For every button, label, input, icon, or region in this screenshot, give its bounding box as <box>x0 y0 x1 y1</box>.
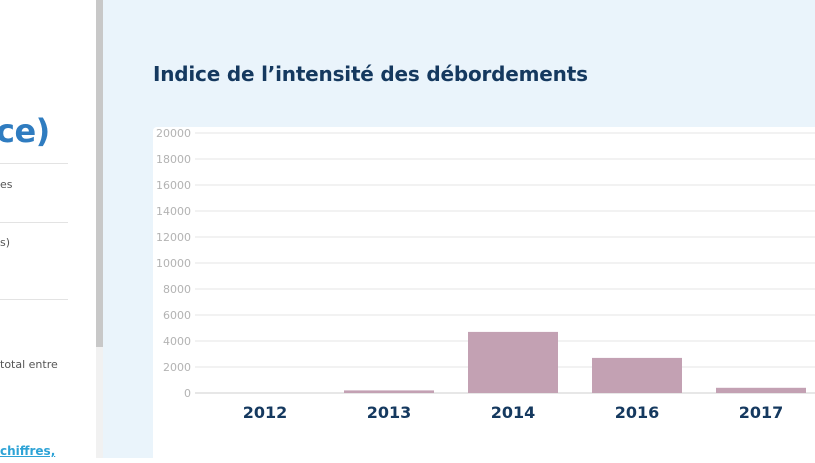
bar <box>344 390 434 393</box>
main-panel: Indice de l’intensité des débordements 0… <box>103 0 815 458</box>
divider <box>0 163 68 164</box>
bar-chart: 0 2000 4000 6000 8000 10000 12000 14000 16000 180… <box>156 127 815 422</box>
divider <box>0 299 68 300</box>
bar <box>468 331 558 393</box>
y-tick-label: 20000 <box>156 127 191 140</box>
x-tick-label: 2017 <box>739 403 784 422</box>
sidebar-link[interactable]: chiffres, <box>0 444 56 458</box>
sidebar-heading-fragment: ce) <box>0 112 50 150</box>
page-title: Indice de l’intensité des débordements <box>153 62 588 86</box>
y-tick-label: 4000 <box>163 335 191 348</box>
y-tick-label: 14000 <box>156 205 191 218</box>
y-tick-label: 16000 <box>156 179 191 192</box>
divider <box>0 222 68 223</box>
y-tick-label: 8000 <box>163 283 191 296</box>
y-tick-label: 12000 <box>156 231 191 244</box>
y-tick-label: 10000 <box>156 257 191 270</box>
y-tick-label: 2000 <box>163 361 191 374</box>
sidebar-text-2: s) <box>0 236 11 249</box>
y-tick-label: 0 <box>184 387 191 400</box>
sidebar-panel: ce) es s) total entre chiffres, <box>0 0 96 458</box>
scrollbar-thumb[interactable] <box>96 0 103 347</box>
bar <box>716 387 806 393</box>
x-tick-label: 2012 <box>243 403 288 422</box>
sidebar-text-1: es <box>0 178 13 191</box>
chart-card: 0 2000 4000 6000 8000 10000 12000 14000 16000 180… <box>153 127 815 458</box>
y-tick-label: 6000 <box>163 309 191 322</box>
sidebar-scrollbar[interactable] <box>96 0 103 458</box>
x-tick-label: 2016 <box>615 403 660 422</box>
sidebar-text-3: total entre <box>0 358 58 371</box>
x-tick-label: 2014 <box>491 403 536 422</box>
y-tick-label: 18000 <box>156 153 191 166</box>
x-tick-label: 2013 <box>367 403 412 422</box>
bar <box>592 357 682 393</box>
